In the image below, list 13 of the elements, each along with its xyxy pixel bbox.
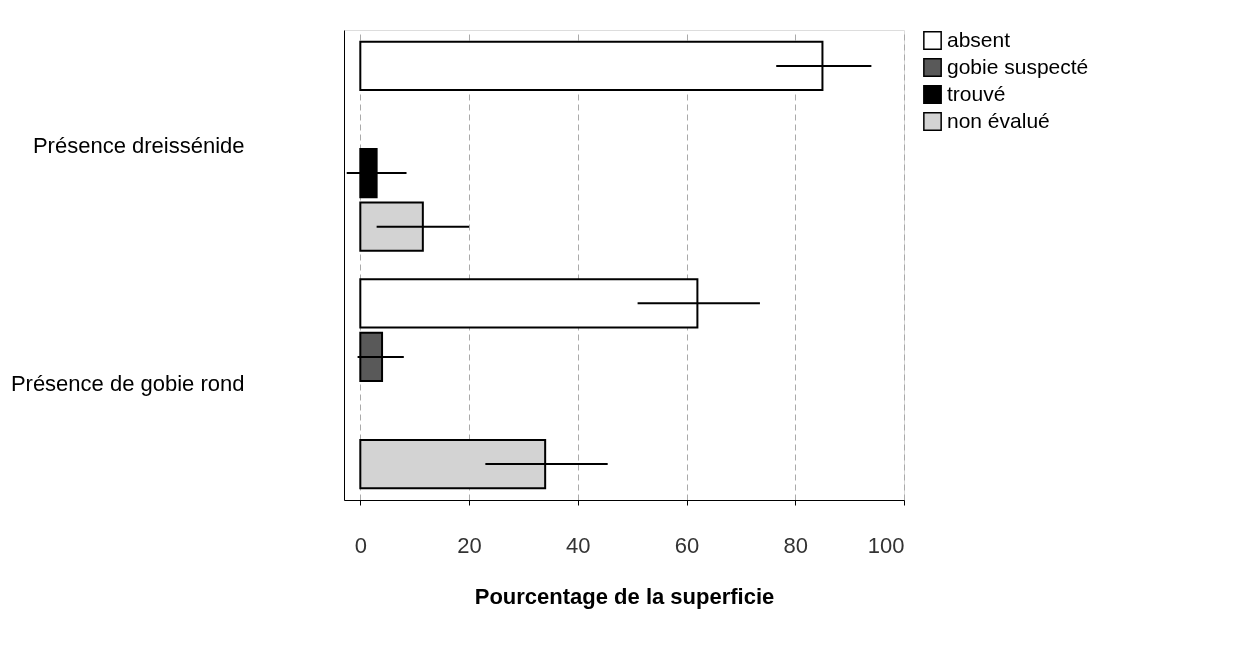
legend-label: trouvé (947, 81, 1006, 105)
x-tick-label: 100 (867, 532, 905, 558)
y-tick-label: Présence dreissénide (32, 133, 245, 159)
x-tick-label: 20 (457, 532, 482, 558)
x-tick-label: 0 (354, 532, 367, 558)
y-tick-label: Présence de gobie rond (10, 370, 245, 396)
x-tick-label: 40 (566, 532, 591, 558)
legend-label: non évalué (947, 108, 1050, 132)
legend-label: absent (947, 27, 1011, 51)
x-tick-label: 60 (674, 532, 700, 558)
x-axis-title: Pourcentage de la superficie (474, 583, 775, 609)
x-tick-label: 80 (783, 532, 808, 558)
legend-label: gobie suspecté (947, 54, 1089, 78)
